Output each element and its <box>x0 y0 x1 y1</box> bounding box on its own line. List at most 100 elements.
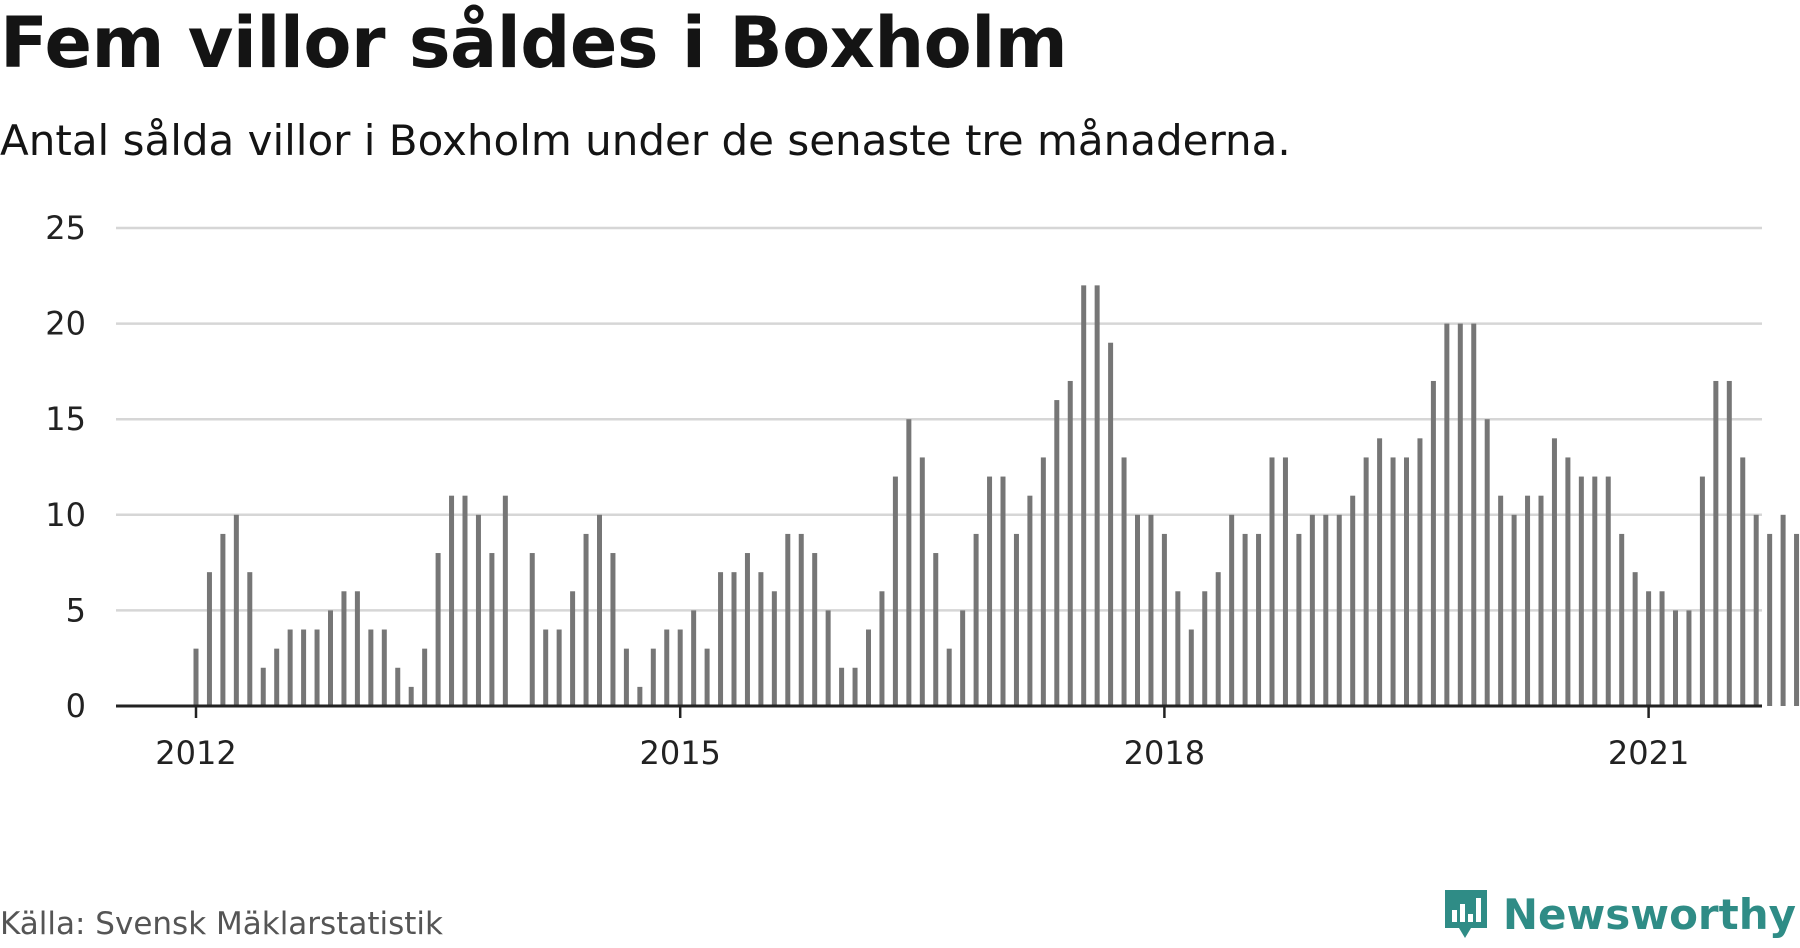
bar <box>1108 342 1114 706</box>
bar <box>798 533 804 706</box>
bar <box>1538 495 1544 706</box>
bar <box>1336 514 1342 706</box>
bar <box>919 457 925 706</box>
bar <box>1592 476 1598 706</box>
bar <box>1632 572 1638 706</box>
bar <box>1767 533 1773 706</box>
x-tick-label: 2021 <box>1608 734 1689 772</box>
bar <box>650 648 656 706</box>
bar <box>623 648 629 706</box>
brand-logo: Newsworthy <box>1441 886 1796 942</box>
bar <box>314 629 320 706</box>
bar <box>946 648 952 706</box>
bar <box>1135 514 1140 706</box>
bar <box>1646 591 1652 706</box>
bar <box>1027 495 1033 706</box>
bar <box>1175 591 1181 706</box>
bar <box>1511 514 1517 706</box>
bar <box>1161 533 1167 706</box>
bar <box>1740 457 1746 706</box>
bar <box>1713 380 1719 706</box>
bar <box>274 648 280 706</box>
bar <box>1323 514 1329 706</box>
bar <box>1040 457 1046 706</box>
x-tick-label: 2015 <box>639 734 720 772</box>
bar <box>1699 476 1705 706</box>
bar <box>812 553 818 706</box>
bar <box>247 572 253 706</box>
bar <box>354 591 360 706</box>
bar <box>771 591 777 706</box>
bar <box>1619 533 1625 706</box>
bar <box>1605 476 1611 706</box>
bar <box>731 572 737 706</box>
bar <box>1780 514 1786 706</box>
bar <box>610 553 616 706</box>
bar <box>704 648 710 706</box>
bar <box>785 533 791 706</box>
bar <box>395 667 401 706</box>
bar <box>449 495 455 706</box>
source-note: Källa: Svensk Mäklarstatistik <box>0 906 443 942</box>
bar <box>1390 457 1396 706</box>
bar <box>1309 514 1315 706</box>
bar <box>866 629 871 706</box>
bar <box>583 533 589 706</box>
y-tick-label: 25 <box>45 209 86 247</box>
newsworthy-logo-icon <box>1444 890 1487 938</box>
y-tick-label: 5 <box>66 591 86 629</box>
bars <box>193 285 1800 706</box>
bar <box>1296 533 1302 706</box>
bar <box>906 419 912 706</box>
bar <box>1659 591 1665 706</box>
bar <box>1229 514 1235 706</box>
bar <box>206 572 212 706</box>
bar <box>1148 514 1154 706</box>
bar <box>422 648 428 706</box>
bar <box>744 553 750 706</box>
bar <box>1377 438 1383 706</box>
bar <box>825 610 831 706</box>
bar <box>1753 514 1759 706</box>
bar <box>960 610 966 706</box>
bar <box>664 629 670 706</box>
bar <box>1404 457 1409 706</box>
bar <box>1578 476 1584 706</box>
bar <box>677 629 683 706</box>
bar <box>570 591 576 706</box>
y-tick-label: 20 <box>45 305 86 343</box>
x-tick-label: 2018 <box>1124 734 1205 772</box>
bar <box>973 533 979 706</box>
bar <box>1269 457 1275 706</box>
bar <box>1121 457 1127 706</box>
bar <box>1726 380 1732 706</box>
chart-title: Fem villor såldes i Boxholm <box>0 2 1068 84</box>
bar <box>475 514 481 706</box>
bar <box>556 629 562 706</box>
bar <box>1551 438 1557 706</box>
bar <box>1242 533 1248 706</box>
bar <box>758 572 764 706</box>
bar <box>193 648 199 706</box>
bar <box>1794 533 1800 706</box>
bar <box>933 553 939 706</box>
bar <box>381 629 387 706</box>
bar <box>1000 476 1006 706</box>
bar <box>260 667 266 706</box>
bar <box>1081 285 1087 706</box>
bar <box>462 495 468 706</box>
chart-subtitle: Antal sålda villor i Boxholm under de se… <box>0 116 1291 165</box>
bar <box>1067 380 1073 706</box>
bar <box>502 495 508 706</box>
bar <box>368 629 374 706</box>
y-tick-label: 0 <box>66 687 86 725</box>
bar <box>987 476 993 706</box>
bar <box>220 533 226 706</box>
bar <box>328 610 333 706</box>
bar <box>1430 380 1436 706</box>
bar <box>435 553 441 706</box>
bar <box>1471 323 1477 706</box>
bar <box>892 476 898 706</box>
bar <box>1188 629 1194 706</box>
bar <box>1484 419 1490 706</box>
